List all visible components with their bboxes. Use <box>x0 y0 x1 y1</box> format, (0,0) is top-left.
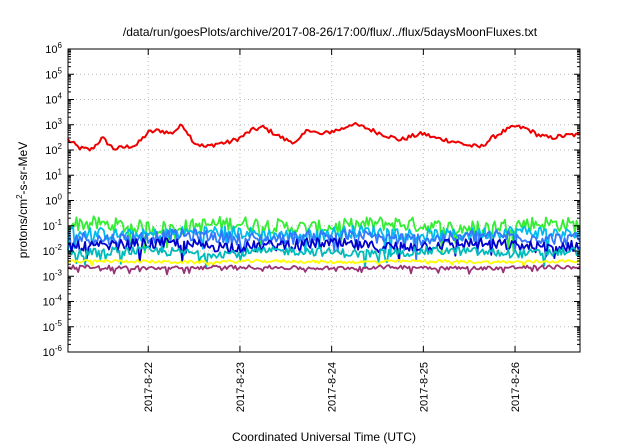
y-axis-label: protons/cm2-s-sr-MeV <box>15 142 30 258</box>
x-axis: 2017-8-22 2017-8-23 2017-8-24 2017-8-25 2017… <box>143 49 522 412</box>
y-tick-label: 10-5 <box>43 319 63 334</box>
y-tick-label: 100 <box>45 193 62 208</box>
y-axis-label-main: protons/cm <box>16 199 30 258</box>
chart-title: /data/run/goesPlots/archive/2017-08-26/1… <box>123 25 538 39</box>
x-tick-label: 2017-8-24 <box>327 362 339 412</box>
y-tick-label: 10-1 <box>43 218 63 233</box>
y-tick-label: 10-6 <box>43 344 63 359</box>
y-tick-label: 102 <box>45 142 62 157</box>
x-tick-label: 2017-8-23 <box>235 362 247 412</box>
y-tick-label: 10-3 <box>43 268 63 283</box>
series-line <box>67 228 581 261</box>
series-line <box>67 245 581 269</box>
y-tick-label: 103 <box>45 117 62 132</box>
y-tick-label: 10-4 <box>43 294 63 309</box>
grid <box>68 49 580 352</box>
y-axis-label-rest: -s-sr-MeV <box>16 142 30 195</box>
x-tick-label: 2017-8-25 <box>418 362 430 412</box>
y-tick-label: 106 <box>45 41 62 56</box>
y-axis: 10-6 10-5 10-4 10-3 10-2 10-1 100 101 102 103 104 1… <box>43 41 580 359</box>
series-line <box>67 236 581 263</box>
x-axis-label: Coordinated Universal Time (UTC) <box>232 430 416 444</box>
y-tick-label: 10-2 <box>43 243 63 258</box>
series-line <box>67 258 581 267</box>
y-tick-label: 101 <box>45 167 62 182</box>
y-axis-label-sup: 2 <box>15 194 24 199</box>
y-tick-label: 105 <box>45 66 62 81</box>
series-group <box>67 121 581 276</box>
series-line <box>67 215 581 254</box>
series-line <box>67 121 581 152</box>
series-line <box>67 264 581 276</box>
x-tick-label: 2017-8-22 <box>143 362 155 412</box>
x-tick-label: 2017-8-26 <box>510 362 522 412</box>
y-tick-label: 104 <box>45 92 62 107</box>
